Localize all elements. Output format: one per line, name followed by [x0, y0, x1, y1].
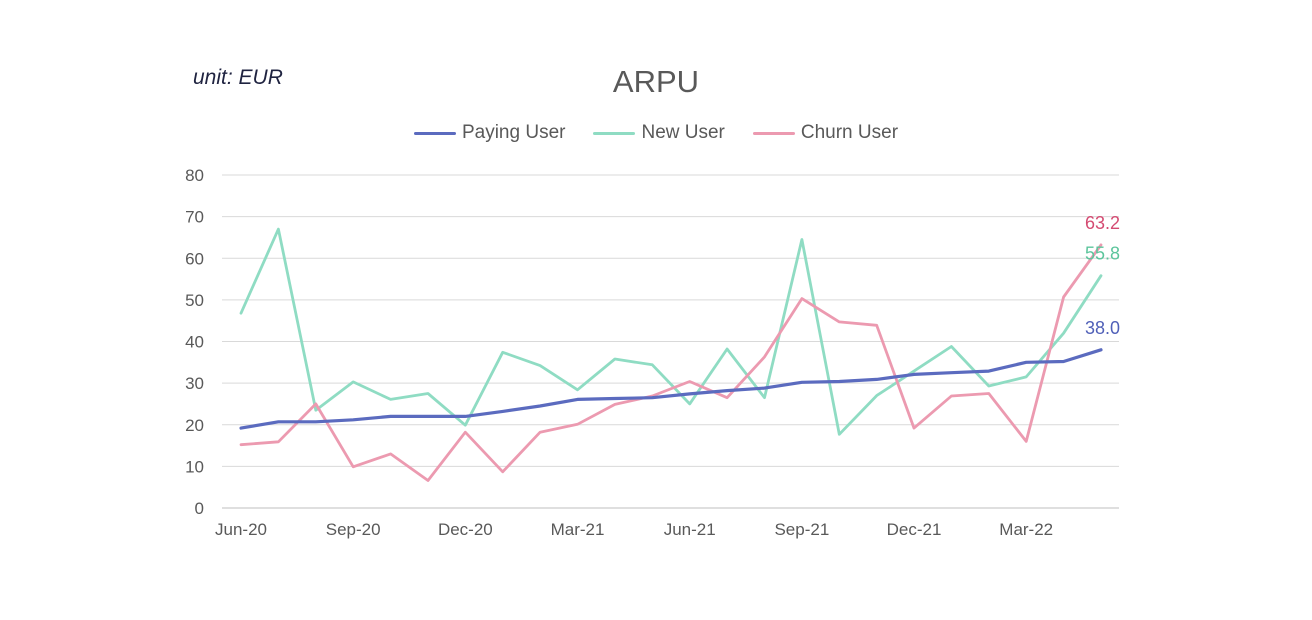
legend-label-new-user: New User [641, 122, 725, 143]
x-tick-label-Jun-20: Jun-20 [215, 520, 267, 539]
chart-title-text: ARPU [612, 64, 700, 99]
y-tick-label-0: 0 [195, 499, 204, 518]
x-tick-label-Dec-20: Dec-20 [438, 520, 493, 539]
legend-swatch-paying-user [413, 131, 456, 135]
y-tick-label-20: 20 [185, 416, 204, 435]
unit-label: unit: EUR [193, 66, 283, 89]
end-label-paying-user: 38.0 [1085, 318, 1120, 338]
legend-swatch-churn-user [752, 131, 795, 135]
x-tick-label-Jun-21: Jun-21 [664, 520, 716, 539]
x-tick-label-Sep-21: Sep-21 [774, 520, 829, 539]
series-line-churn-user [239, 243, 1103, 482]
y-tick-label-60: 60 [185, 249, 204, 268]
x-tick-label-Sep-20: Sep-20 [326, 520, 381, 539]
series-line-paying-user [239, 348, 1103, 430]
end-label-new-user: 55.8 [1085, 244, 1120, 264]
series-lines [239, 227, 1103, 482]
x-tick-label-Dec-21: Dec-21 [887, 520, 942, 539]
legend-label-paying-user: Paying User [461, 122, 566, 143]
grid-lines [222, 174, 1119, 509]
y-tick-label-10: 10 [185, 457, 204, 476]
y-tick-label-80: 80 [185, 166, 204, 185]
y-tick-label-50: 50 [185, 291, 204, 310]
y-tick-label-40: 40 [185, 333, 204, 352]
y-tick-label-30: 30 [185, 374, 204, 393]
chart-legend: Paying User New User Churn User [0, 122, 1312, 144]
legend-item-paying-user: Paying User [413, 122, 566, 144]
y-tick-label-70: 70 [185, 208, 204, 227]
legend-label-churn-user: Churn User [800, 122, 899, 143]
legend-item-new-user: New User [593, 122, 725, 144]
end-labels: 38.0 55.8 63.2 [1085, 213, 1120, 338]
x-axis-ticks: Jun-20 Sep-20 Dec-20 Mar-21 Jun-21 Sep-21 Dec-… [215, 520, 1053, 539]
y-axis-ticks: 0 10 20 30 40 50 60 70 80 [185, 166, 204, 518]
x-tick-label-Mar-21: Mar-21 [551, 520, 605, 539]
chart-title: ARPU [0, 64, 1312, 100]
end-label-churn-user: 63.2 [1085, 213, 1120, 233]
legend-swatch-new-user [593, 131, 636, 135]
series-line-new-user [239, 227, 1103, 436]
legend-item-churn-user: Churn User [752, 122, 899, 144]
x-tick-label-Mar-22: Mar-22 [999, 520, 1053, 539]
